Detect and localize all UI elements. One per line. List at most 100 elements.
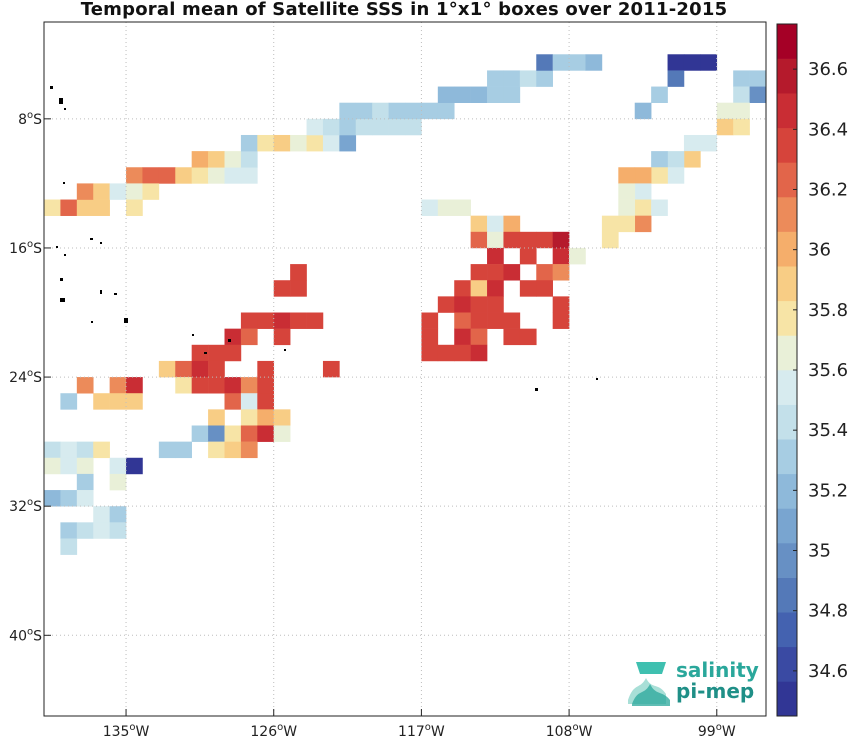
island (204, 352, 207, 354)
sss-cell (405, 102, 422, 120)
sss-cell (487, 247, 504, 265)
island (100, 290, 102, 294)
sss-cell (651, 86, 668, 103)
colorbar-segment (777, 58, 797, 94)
island (64, 254, 66, 256)
colorbar-tick-label: 35.8 (808, 300, 848, 321)
sss-cell (126, 167, 143, 184)
sss-cell (44, 441, 61, 459)
sss-cell (454, 312, 471, 329)
x-axis-ticks: 135oW 126oW 117oW 108oW 99oW (103, 709, 736, 740)
sss-cell (437, 199, 455, 216)
sss-cell (421, 102, 439, 120)
sss-cell (683, 54, 701, 71)
sss-cell (601, 231, 619, 249)
sss-cell (437, 296, 455, 313)
sss-cell (716, 102, 734, 120)
sss-cell (224, 441, 242, 459)
colorbar-segment (777, 24, 797, 59)
sss-cell (208, 377, 225, 394)
sss-cell (339, 118, 357, 136)
sss-cell (60, 538, 78, 555)
sss-cell (240, 134, 258, 152)
colorbar-segment (777, 543, 797, 578)
sss-cell (93, 393, 110, 410)
sss-cell (667, 167, 685, 184)
sss-cell (290, 134, 307, 152)
sss-cell (487, 231, 504, 249)
sss-cell (733, 70, 750, 87)
sss-cell (126, 393, 143, 410)
island (90, 238, 93, 240)
sss-cell (339, 102, 357, 120)
sss-cell (470, 215, 488, 233)
sss-cell (76, 199, 94, 216)
sss-cell (60, 457, 78, 475)
sss-cell (634, 102, 652, 120)
sss-cell (76, 473, 94, 491)
sss-cell (240, 441, 258, 459)
island (596, 378, 598, 380)
y-tick-label: 24oS (9, 368, 42, 386)
sss-cell (651, 151, 668, 168)
sss-cell (421, 199, 439, 216)
sss-cell (306, 312, 324, 329)
sss-cell (421, 328, 439, 346)
y-tick-label: 8oS (18, 110, 42, 128)
colorbar (776, 23, 798, 717)
sss-cell (191, 360, 209, 378)
sss-cell (470, 312, 488, 329)
sss-cell (191, 344, 209, 362)
wave-logo-icon (628, 662, 670, 706)
sss-cell (44, 457, 61, 475)
y-axis-ticks: 8oS 16oS 24oS 32oS 40oS (9, 110, 51, 644)
colorbar-tick-label: 35.2 (808, 480, 848, 501)
sss-cell (634, 183, 652, 200)
sss-cell (569, 54, 586, 71)
sss-cell (322, 360, 340, 378)
sss-cell (355, 118, 373, 136)
sss-cell (519, 231, 537, 249)
sss-cell (224, 151, 242, 168)
colorbar-segment (777, 646, 797, 682)
sss-cell (733, 118, 750, 136)
sss-cell (257, 134, 275, 152)
sss-cell (503, 328, 521, 346)
sss-cell (93, 183, 110, 200)
island (56, 246, 58, 248)
sss-cell (487, 70, 504, 87)
sss-cell (536, 231, 553, 249)
sss-cell (240, 328, 258, 346)
sss-cell (487, 264, 504, 281)
sss-cell (470, 280, 488, 297)
sss-cell (372, 102, 389, 120)
heatmap-cells (44, 54, 767, 555)
sss-cell (109, 393, 127, 410)
island (192, 334, 194, 336)
sss-cell (749, 70, 767, 87)
sss-cell (142, 167, 160, 184)
sss-cell (240, 312, 258, 329)
sss-cell (142, 183, 160, 200)
colorbar-segment (777, 612, 797, 648)
colorbar-ticks: 34.6 34.8 35 35.2 35.4 35.6 35.8 36 36.2 36.4 36.6 (793, 59, 848, 682)
sss-cell (536, 54, 553, 71)
sss-cell (552, 312, 570, 329)
sss-cell (536, 264, 553, 281)
colorbar-segment (777, 473, 797, 509)
y-tick-label: 16oS (9, 239, 42, 257)
sss-cell (290, 312, 307, 329)
islands (50, 86, 598, 391)
logo-text-pi-mep: pi-mep (676, 679, 755, 703)
sss-cell (552, 296, 570, 313)
sss-cell (437, 102, 455, 120)
sss-cell (536, 70, 553, 87)
sss-cell (585, 54, 603, 71)
sss-cell (158, 167, 176, 184)
map-frame (43, 21, 767, 717)
sss-cell (76, 377, 94, 394)
sss-cell (503, 231, 521, 249)
island (124, 318, 128, 323)
sss-cell (208, 441, 225, 459)
